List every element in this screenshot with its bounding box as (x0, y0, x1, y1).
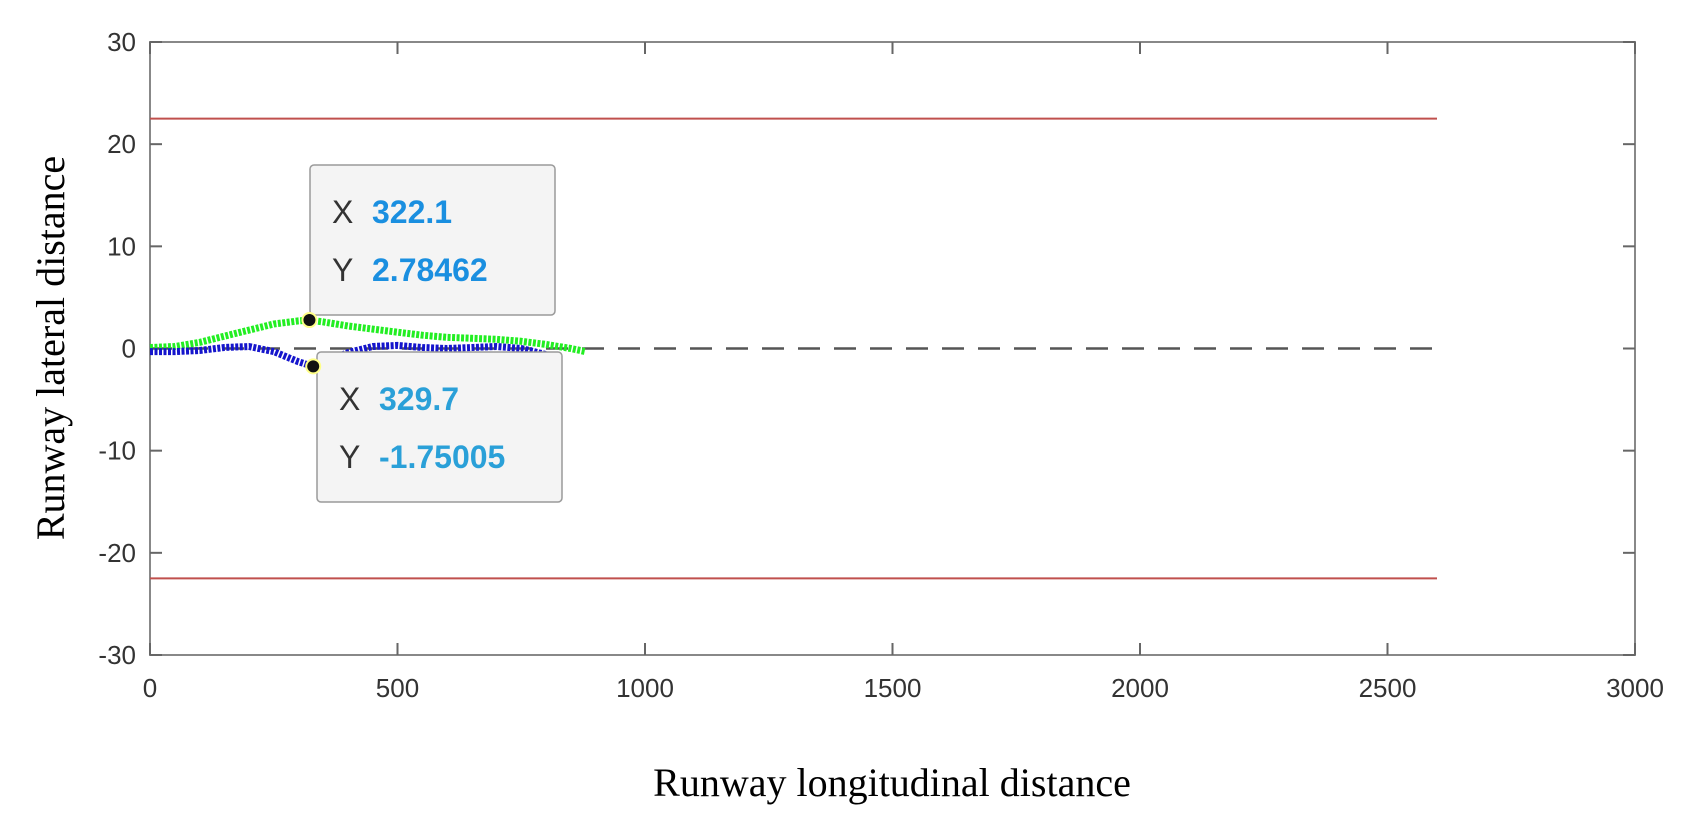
data-tip-key: X (339, 381, 360, 417)
y-tick-label: -10 (98, 436, 136, 466)
data-tip-value: 322.1 (372, 194, 452, 230)
x-tick-label: 2500 (1359, 673, 1417, 703)
x-tick-label: 1500 (864, 673, 922, 703)
y-tick-label: 0 (122, 334, 136, 364)
data-tip-marker[interactable] (301, 312, 318, 329)
y-tick-label: -30 (98, 640, 136, 670)
x-tick-label: 1000 (616, 673, 674, 703)
data-tips: X 322.1 Y 2.78462 X 329.7 Y -1.75005 (301, 164, 563, 503)
data-tip-key: Y (339, 439, 360, 475)
x-tick-label: 500 (376, 673, 419, 703)
trajectory-green-line (149, 316, 587, 356)
data-tip-key: Y (332, 252, 353, 288)
x-tick-label: 2000 (1111, 673, 1169, 703)
axis-ticks: 0 500 1000 1500 2000 2500 3000 30 20 10 0 -10 -20 -30 (98, 27, 1664, 703)
data-tip-box (309, 164, 556, 316)
data-tip[interactable]: X 329.7 Y -1.75005 (305, 351, 563, 503)
y-tick-label: 20 (107, 129, 136, 159)
data-tip-marker[interactable] (305, 358, 322, 375)
y-tick-label: -20 (98, 538, 136, 568)
data-tip[interactable]: X 322.1 Y 2.78462 (301, 164, 556, 329)
x-axis-title: Runway longitudinal distance (653, 760, 1131, 805)
data-tip-value: 329.7 (379, 381, 459, 417)
x-tick-label: 0 (143, 673, 157, 703)
y-axis-title: Runway lateral distance (28, 156, 73, 540)
y-tick-label: 30 (107, 27, 136, 57)
data-tip-box (316, 351, 563, 503)
data-tip-key: X (332, 194, 353, 230)
x-tick-label: 3000 (1606, 673, 1664, 703)
y-tick-label: 10 (107, 231, 136, 261)
data-tip-value: -1.75005 (379, 439, 505, 475)
data-tip-value: 2.78462 (372, 252, 488, 288)
